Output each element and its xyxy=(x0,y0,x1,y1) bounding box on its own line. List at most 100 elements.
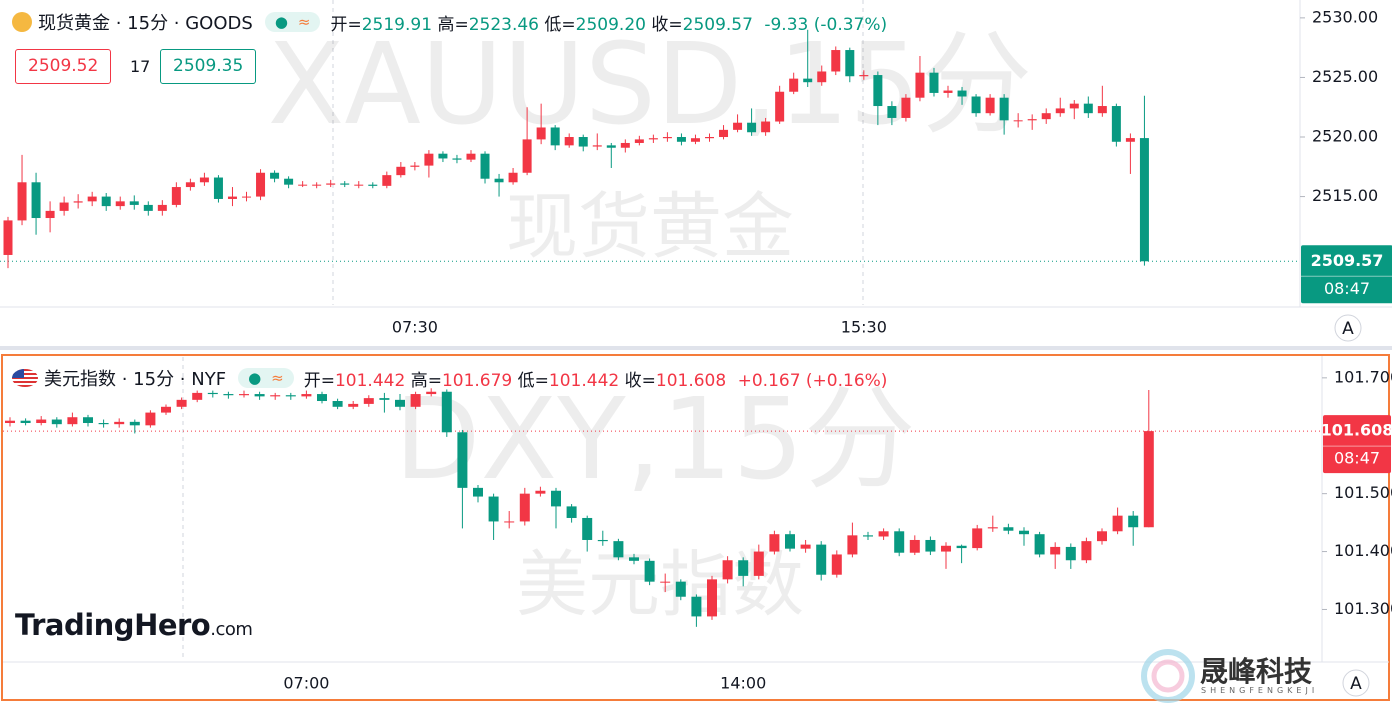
candle-body xyxy=(145,412,156,426)
candle-body xyxy=(1128,515,1139,528)
legend-top: 现货黄金 · 15分 · GOODS ● ≈ 开=2519.91 高=2523.4… xyxy=(12,9,887,35)
y-tick-label: 101.500 xyxy=(1334,483,1392,502)
candle-body xyxy=(915,72,925,98)
candle-body xyxy=(972,528,983,549)
candle-body xyxy=(941,545,951,552)
status-pill[interactable]: ● ≈ xyxy=(264,12,321,32)
candle-body xyxy=(254,394,265,397)
ohlc-value: 2509.20 xyxy=(575,14,646,35)
candle-body xyxy=(301,394,312,397)
candle-body xyxy=(480,153,490,179)
symbol-icon xyxy=(12,12,32,32)
candle-body xyxy=(185,182,195,188)
ohlc-label: 高= xyxy=(410,370,442,391)
candle-body xyxy=(457,432,468,488)
candle-body xyxy=(943,90,953,93)
candle-body xyxy=(508,172,518,183)
candle-body xyxy=(410,394,421,407)
candle-body xyxy=(1083,103,1093,114)
candle-body xyxy=(985,97,995,114)
auto-scale-button[interactable] xyxy=(1342,669,1370,697)
candle-body xyxy=(831,554,842,575)
brand-logo: TradingHero.com xyxy=(15,608,253,642)
candle-body xyxy=(564,137,574,146)
candle-body xyxy=(143,204,153,211)
candle-body xyxy=(270,172,280,179)
y-tick-label: 101.400 xyxy=(1334,541,1392,560)
candle-body xyxy=(887,106,897,118)
ohlc-value: 2519.91 xyxy=(361,14,433,35)
candle-body xyxy=(452,158,462,160)
candle-body xyxy=(395,399,405,407)
candle-body xyxy=(270,395,281,397)
candle-body xyxy=(317,394,327,402)
candle-body xyxy=(1019,530,1029,535)
candle-body xyxy=(1097,106,1107,114)
y-tick-label: 101.700 xyxy=(1334,367,1392,386)
candle-body xyxy=(1125,138,1135,142)
candle-body xyxy=(1050,546,1061,555)
candle-body xyxy=(213,177,223,199)
candle-body xyxy=(1069,103,1079,109)
x-tick-label: 14:00 xyxy=(720,674,766,693)
candle-body xyxy=(1143,431,1154,528)
flag-icon xyxy=(12,369,38,387)
ohlc-value: 101.442 xyxy=(548,370,620,391)
candle-body xyxy=(551,490,561,507)
candle-body xyxy=(582,517,593,540)
candle-body xyxy=(242,196,252,198)
candle-body xyxy=(620,142,630,148)
ohlc: 开=2519.91 高=2523.46 低=2509.20 收=2509.57 … xyxy=(330,10,887,35)
auto-scale-label[interactable]: A xyxy=(1342,319,1354,339)
ohlc-label: 低= xyxy=(517,370,549,391)
candle-body xyxy=(676,137,686,142)
candle-body xyxy=(115,201,125,207)
candle-body xyxy=(98,423,109,425)
candle-body xyxy=(199,177,209,183)
company-logo-icon xyxy=(1151,659,1185,693)
bid-button[interactable]: 2509.52 xyxy=(15,49,112,84)
auto-scale-label[interactable]: A xyxy=(1350,674,1362,694)
candle-body xyxy=(987,527,998,529)
candle-body xyxy=(176,399,187,407)
ohlc-label: 收= xyxy=(624,370,656,391)
candle-body xyxy=(859,75,869,77)
candle-body xyxy=(17,182,27,221)
candle-body xyxy=(999,97,1009,121)
spread: 17 xyxy=(130,57,151,76)
last-price-time: 08:47 xyxy=(1334,449,1380,468)
candle-body xyxy=(566,506,577,518)
candle-body xyxy=(1055,108,1065,114)
candle-body xyxy=(426,391,437,395)
x-tick-label: 07:00 xyxy=(283,674,329,693)
ohlc-label: 低= xyxy=(544,14,576,35)
candle-body xyxy=(550,127,560,146)
candle-body xyxy=(207,392,218,395)
candle-body xyxy=(157,204,167,211)
candle-body xyxy=(410,165,420,167)
candle-body xyxy=(161,406,171,413)
candle-body xyxy=(803,78,813,83)
candle-body xyxy=(1081,541,1092,561)
candle-body xyxy=(957,90,967,97)
candle-body xyxy=(613,541,624,558)
candle-body xyxy=(675,581,686,597)
candle-body xyxy=(382,175,392,186)
candle-body xyxy=(354,184,364,186)
last-price-label: 101.608 xyxy=(1321,421,1392,440)
candle-body xyxy=(845,50,855,77)
candle-body xyxy=(227,196,237,199)
candle-body xyxy=(733,122,743,130)
ask-button[interactable]: 2509.35 xyxy=(160,49,257,84)
candle-body xyxy=(473,487,483,497)
candle-body xyxy=(925,539,936,552)
candle-body xyxy=(466,153,476,160)
auto-scale-button[interactable] xyxy=(1334,314,1362,342)
candle-body xyxy=(901,97,911,118)
candle-body xyxy=(441,391,452,433)
candle-body xyxy=(340,183,350,185)
candle-body xyxy=(45,210,55,219)
last-price-tag xyxy=(1301,245,1392,304)
status-pill[interactable]: ● ≈ xyxy=(238,368,294,388)
